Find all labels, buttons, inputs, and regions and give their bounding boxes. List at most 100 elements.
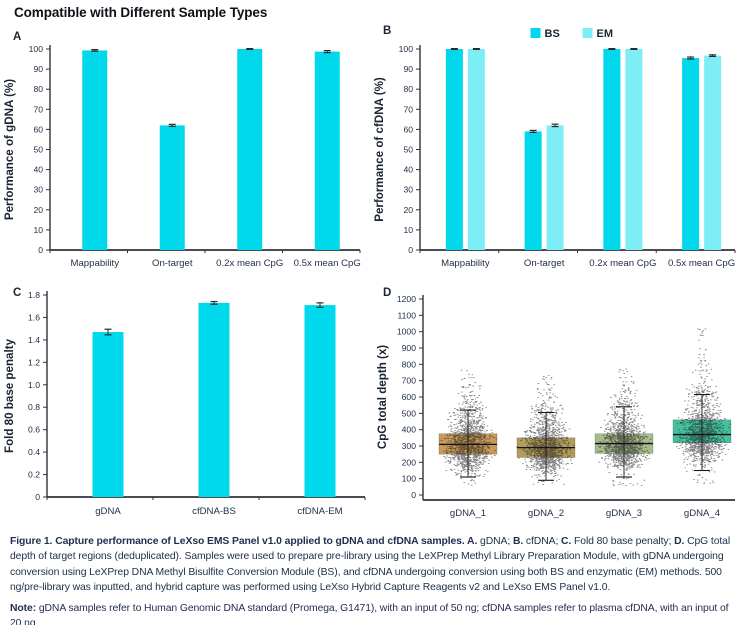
bar-BS-Mappability: [445, 49, 463, 250]
y-tick-label: 0.8: [28, 402, 40, 412]
y-tick-label: 100: [399, 44, 414, 54]
y-tick-label: 80: [33, 84, 43, 94]
x-category-label: gDNA_3: [606, 508, 642, 519]
y-tick-label: 90: [403, 64, 413, 74]
note-seg-1: gDNA samples refer to Human Genomic DNA …: [10, 602, 729, 625]
y-axis-title: Fold 80 base penalty: [3, 338, 16, 453]
y-tick-label: 0.6: [28, 425, 40, 435]
y-tick-label: 90: [33, 64, 43, 74]
x-category-label: 0.2x mean CpG: [216, 258, 283, 269]
bar-BS-0.5x mean CpG: [682, 58, 700, 250]
legend-label-em: EM: [597, 28, 614, 40]
x-category-label: gDNA_4: [684, 508, 721, 519]
y-tick-label: 70: [33, 104, 43, 114]
bar-Fold80-cfDNA-EM: [304, 305, 336, 497]
y-tick-label: 0: [411, 490, 416, 500]
bar-BS-On-target: [524, 131, 542, 250]
x-category-label: 0.5x mean CpG: [668, 258, 735, 269]
caption-seg-6: D.: [674, 536, 685, 547]
y-tick-label: 1.6: [28, 312, 40, 322]
figure-note: Note: gDNA samples refer to Human Genomi…: [10, 601, 734, 625]
y-tick-label: 40: [403, 165, 413, 175]
caption-seg-4: C.: [561, 536, 572, 547]
panel-letter-d: D: [383, 287, 391, 299]
y-tick-label: 1000: [397, 327, 416, 337]
figure-caption-block: Figure 1. Capture performance of LeXso E…: [10, 534, 734, 625]
bar-EM-0.2x mean CpG: [625, 49, 643, 250]
legend-label-bs: BS: [545, 28, 560, 40]
y-tick-label: 1.0: [28, 380, 40, 390]
figure-title: Compatible with Different Sample Types: [14, 5, 268, 20]
y-tick-label: 100: [402, 474, 417, 484]
panel-letter-b: B: [383, 25, 391, 37]
y-axis-title: Performance of cfDNA (%): [373, 77, 386, 222]
bar-gDNA-On-target: [159, 125, 185, 250]
y-tick-label: 500: [402, 408, 417, 418]
y-tick-label: 0.2: [28, 470, 40, 480]
y-tick-label: 300: [402, 441, 417, 451]
y-axis-title: Performance of gDNA (%): [3, 79, 16, 220]
y-tick-label: 200: [402, 457, 417, 467]
y-tick-label: 1.4: [28, 335, 40, 345]
caption-seg-7: CpG total depth of target regions (dedup…: [10, 536, 731, 594]
panel-c-chart: C 0 0.2 0.4 0.6 0.8 1.0 1.2 1.4 1.6 1.8 Fold 80 bas…: [3, 287, 366, 517]
y-tick-label: 80: [403, 84, 413, 94]
x-category-label: cfDNA-EM: [297, 506, 342, 517]
figure-caption: Figure 1. Capture performance of LeXso E…: [10, 534, 734, 596]
panel-letter-a: A: [13, 31, 21, 43]
y-tick-label: 30: [33, 185, 43, 195]
scatter-points-gDNA_2: [516, 374, 575, 485]
bar-gDNA-0.5x mean CpG: [314, 51, 340, 250]
y-tick-label: 60: [403, 124, 413, 134]
x-category-label: 0.5x mean CpG: [294, 258, 361, 269]
x-category-label: cfDNA-BS: [192, 506, 236, 517]
caption-seg-1: gDNA;: [477, 536, 513, 547]
x-category-label: On-target: [152, 258, 193, 269]
y-tick-label: 1.8: [28, 290, 40, 300]
caption-seg-2: B.: [512, 536, 524, 547]
scatter-points-gDNA_1: [440, 369, 498, 486]
bar-EM-Mappability: [467, 49, 485, 250]
y-tick-label: 50: [33, 145, 43, 155]
y-tick-label: 0.4: [28, 447, 40, 457]
scatter-points-gDNA_4: [675, 328, 731, 484]
bar-Fold80-cfDNA-BS: [198, 302, 230, 497]
y-tick-label: 0: [408, 245, 413, 255]
bar-EM-0.5x mean CpG: [704, 55, 722, 251]
bar-gDNA-0.2x mean CpG: [237, 49, 263, 250]
caption-seg-5: Fold 80 base penalty;: [571, 536, 675, 547]
y-tick-label: 600: [402, 392, 417, 402]
y-tick-label: 10: [33, 225, 43, 235]
note-seg-0: Note:: [10, 602, 37, 614]
y-tick-label: 10: [403, 225, 413, 235]
y-tick-label: 1200: [397, 294, 416, 304]
y-tick-label: 400: [402, 425, 417, 435]
bar-gDNA-Mappability: [82, 50, 108, 250]
y-tick-label: 900: [402, 343, 417, 353]
y-tick-label: 20: [403, 205, 413, 215]
panel-a-chart: A 0 10 20 30 40 50 60 70 80 90 100 Performance of gD…: [3, 31, 361, 269]
scatter-points-gDNA_3: [596, 368, 652, 487]
y-tick-label: 40: [33, 165, 43, 175]
y-tick-label: 50: [403, 145, 413, 155]
x-category-label: On-target: [524, 258, 565, 269]
bar-BS-0.2x mean CpG: [603, 49, 621, 250]
y-tick-label: 1.2: [28, 357, 40, 367]
y-tick-label: 60: [33, 124, 43, 134]
panel-d-chart: D 0 100 200 300 400 500 600 700 800 900 1000 1100 120…: [376, 287, 735, 519]
y-tick-label: 700: [402, 376, 417, 386]
y-tick-label: 20: [33, 205, 43, 215]
x-category-label: gDNA: [95, 506, 121, 517]
bar-EM-On-target: [546, 125, 564, 250]
y-tick-label: 70: [403, 104, 413, 114]
caption-seg-3: cfDNA;: [523, 536, 562, 547]
legend-swatch-bs: [530, 28, 541, 38]
panel-b-chart: B 0 10 20 30 40 50 60 70 80 90 100 Performance of cf…: [373, 25, 736, 269]
x-category-label: gDNA_2: [528, 508, 564, 519]
y-tick-label: 1100: [398, 310, 417, 320]
y-tick-label: 100: [29, 44, 44, 54]
y-tick-label: 0: [35, 492, 40, 502]
x-category-label: gDNA_1: [450, 508, 486, 519]
y-tick-label: 800: [402, 359, 417, 369]
